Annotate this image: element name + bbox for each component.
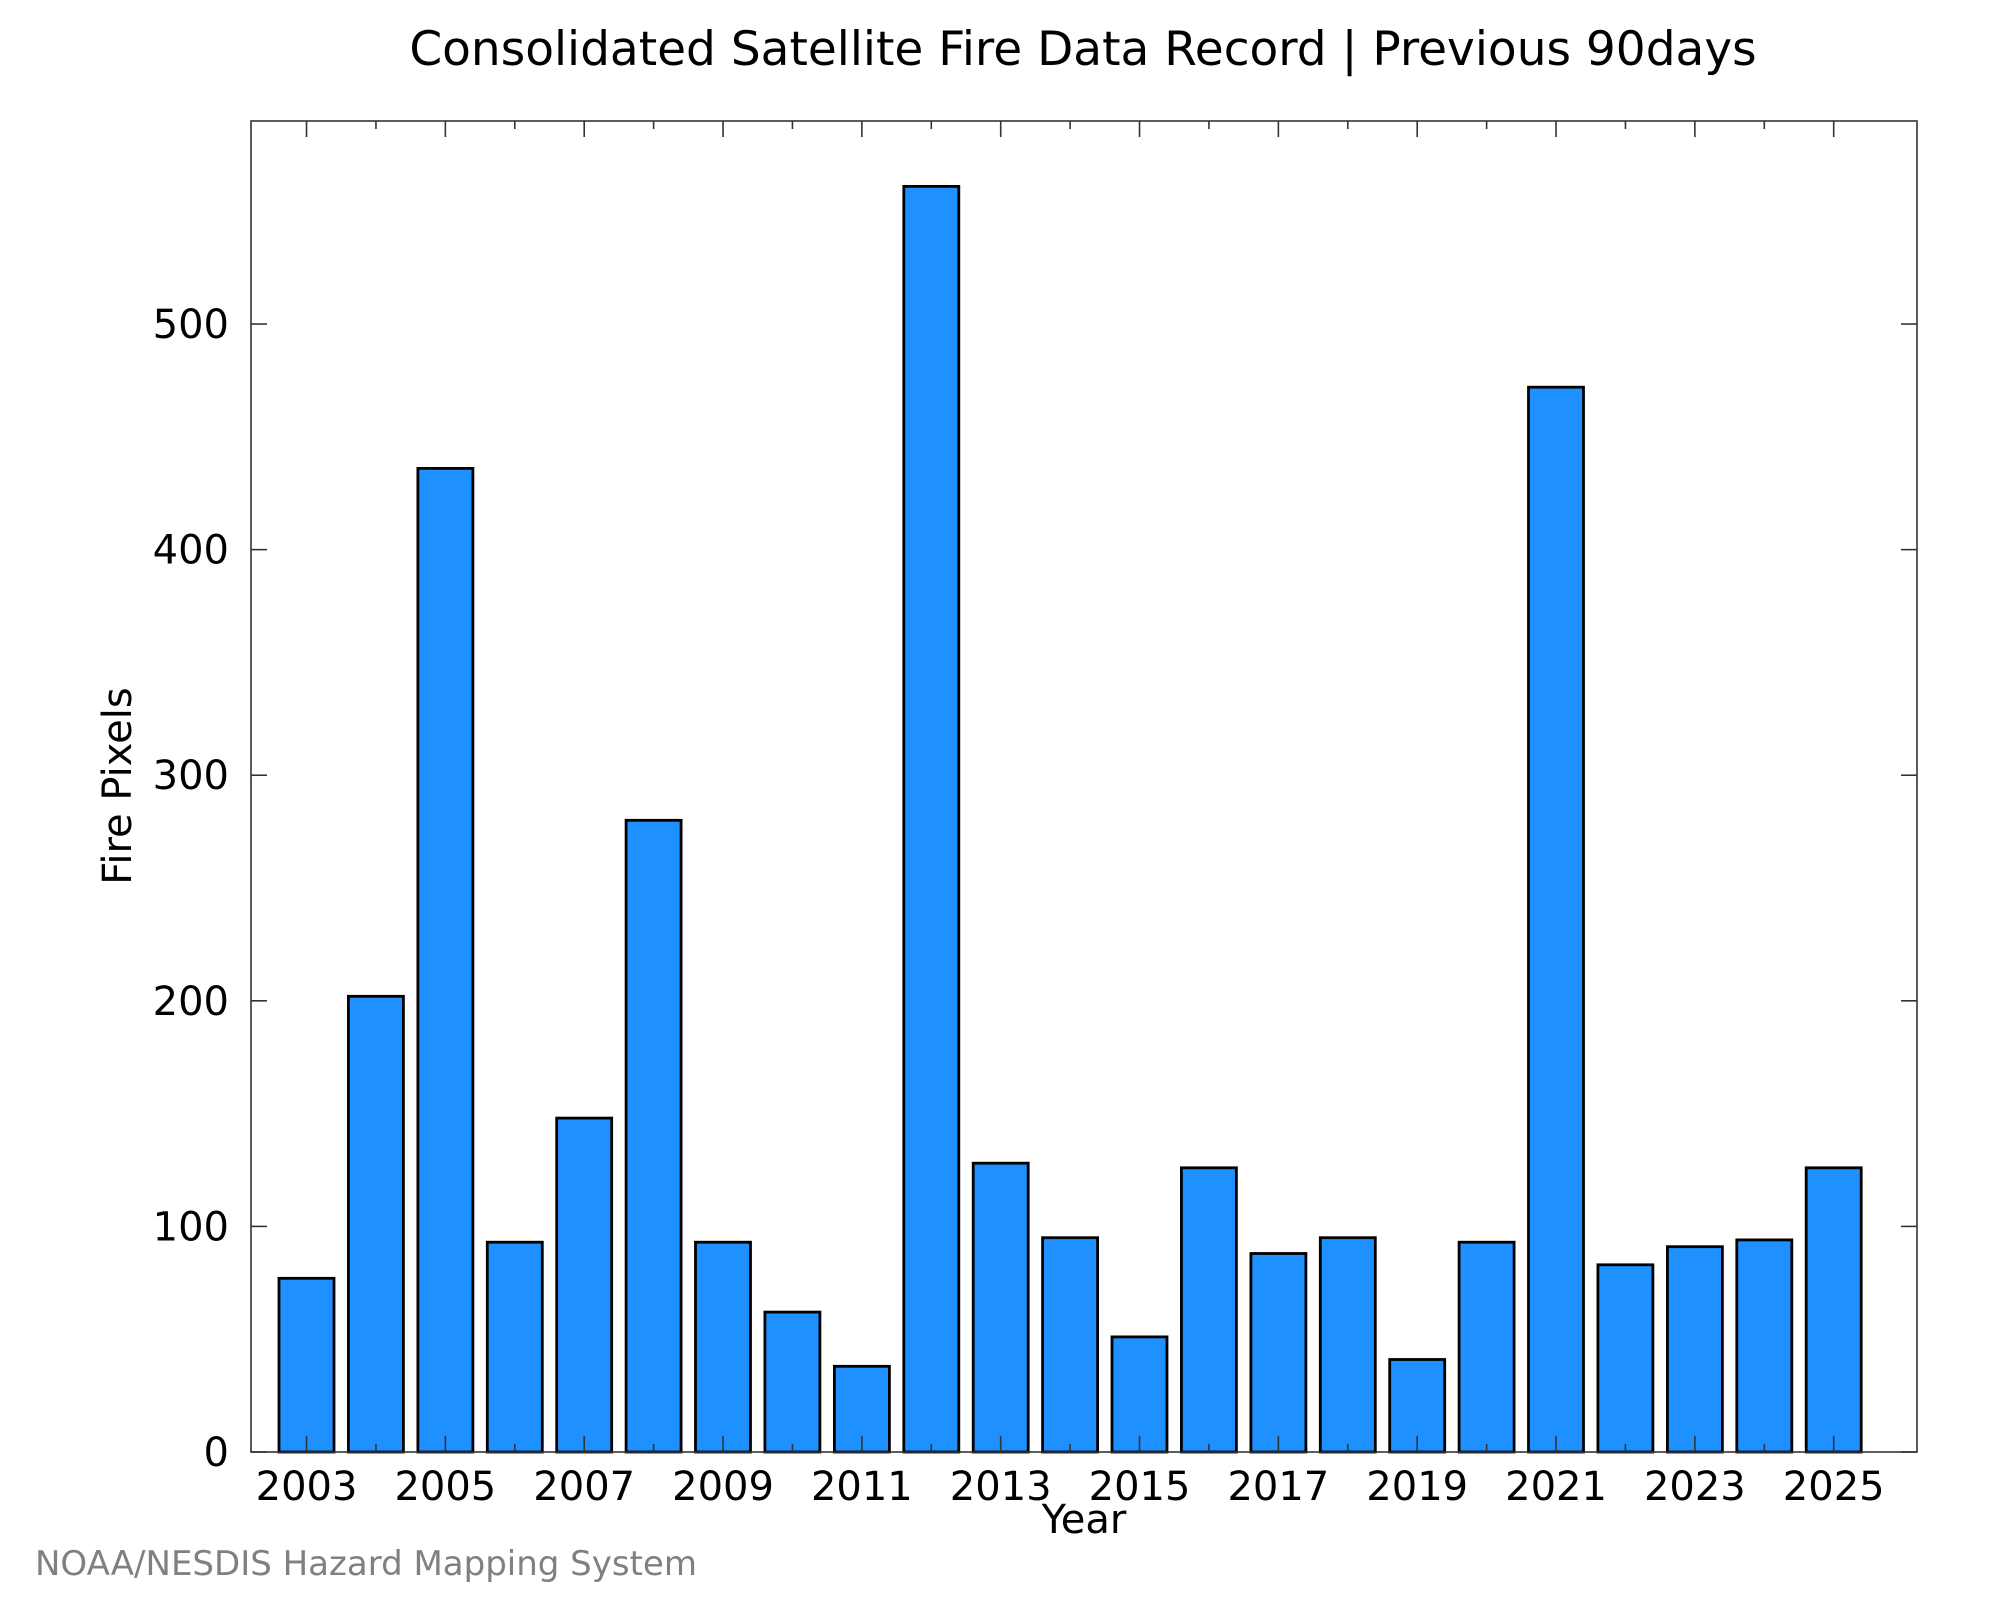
y-tick-label-300: 300	[153, 753, 229, 799]
bar-2003	[277, 1276, 336, 1454]
plot-frame	[250, 120, 1918, 1453]
x-tick-labels: 2003 2005 2007 2009 2011 2013 2015 2017 2019 2021…	[256, 1464, 1885, 1510]
x-tick-label-2017: 2017	[1227, 1464, 1329, 1510]
x-tick-label-2011: 2011	[811, 1464, 913, 1510]
y-tick-label-100: 100	[153, 1204, 229, 1250]
bar-2009	[694, 1240, 752, 1454]
bar-2013	[971, 1161, 1030, 1454]
x-tick-label-2005: 2005	[394, 1464, 496, 1510]
bar-2022	[1596, 1263, 1655, 1454]
x-tick-label-2021: 2021	[1505, 1464, 1607, 1510]
bar-2016	[1180, 1166, 1238, 1454]
bar-2006	[485, 1240, 544, 1454]
axis-ticks	[251, 121, 1917, 1453]
bar-2025	[1804, 1166, 1863, 1454]
bar-2008	[624, 818, 683, 1454]
bar-2007	[555, 1116, 614, 1454]
bar-2018	[1318, 1236, 1377, 1454]
x-tick-label-2013: 2013	[950, 1464, 1052, 1510]
x-axis-label: Year	[1041, 1497, 1127, 1543]
bar-2004	[346, 994, 405, 1454]
bar-2010	[763, 1310, 822, 1454]
x-tick-label-2025: 2025	[1783, 1464, 1885, 1510]
x-tick-label-2023: 2023	[1644, 1464, 1746, 1510]
x-tick-label-2015: 2015	[1089, 1464, 1191, 1510]
y-tick-labels: 0 100 200 300 400 500	[153, 302, 229, 1476]
y-tick-label-200: 200	[153, 979, 229, 1025]
bar-2020	[1457, 1240, 1516, 1454]
bar-2015	[1110, 1335, 1169, 1454]
bar-2014	[1041, 1236, 1099, 1454]
y-tick-label-400: 400	[153, 528, 229, 574]
x-tick-label-2003: 2003	[256, 1464, 358, 1510]
chart-title: Consolidated Satellite Fire Data Record …	[409, 22, 1756, 77]
bar-2017	[1249, 1252, 1308, 1454]
y-tick-label-0: 0	[204, 1430, 229, 1476]
bar-2024	[1735, 1238, 1794, 1454]
bar-2005	[416, 466, 475, 1454]
bars-group	[277, 184, 1863, 1454]
bar-2012	[902, 184, 961, 1454]
credit-text: NOAA/NESDIS Hazard Mapping System	[35, 1544, 697, 1584]
bar-2021	[1527, 385, 1585, 1454]
x-tick-label-2019: 2019	[1366, 1464, 1468, 1510]
x-tick-label-2007: 2007	[533, 1464, 635, 1510]
x-tick-label-2009: 2009	[672, 1464, 774, 1510]
y-tick-label-500: 500	[153, 302, 229, 348]
bar-2023	[1666, 1245, 1724, 1454]
y-axis-label: Fire Pixels	[95, 687, 141, 884]
